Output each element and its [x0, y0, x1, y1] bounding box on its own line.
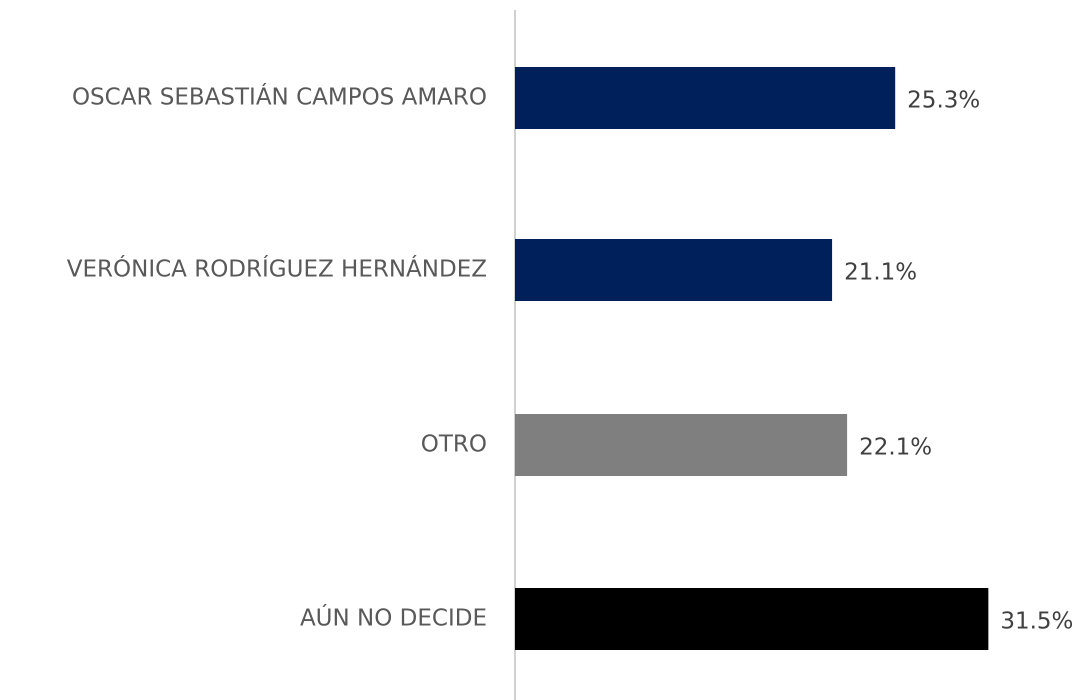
y-tick-label: OSCAR SEBASTIÁN CAMPOS AMARO [72, 83, 487, 111]
data-label: 22.1% [859, 435, 932, 461]
bar [515, 67, 896, 129]
bar [515, 414, 848, 476]
data-label: 31.5% [1000, 609, 1072, 635]
y-tick-label: VERÓNICA RODRÍGUEZ HERNÁNDEZ [67, 255, 487, 283]
bar [515, 588, 989, 650]
y-tick-label: OTRO [421, 432, 487, 458]
bar [515, 239, 833, 301]
y-tick-label: AÚN NO DECIDE [300, 604, 487, 632]
data-label: 25.3% [907, 88, 980, 114]
data-label: 21.1% [844, 260, 917, 286]
